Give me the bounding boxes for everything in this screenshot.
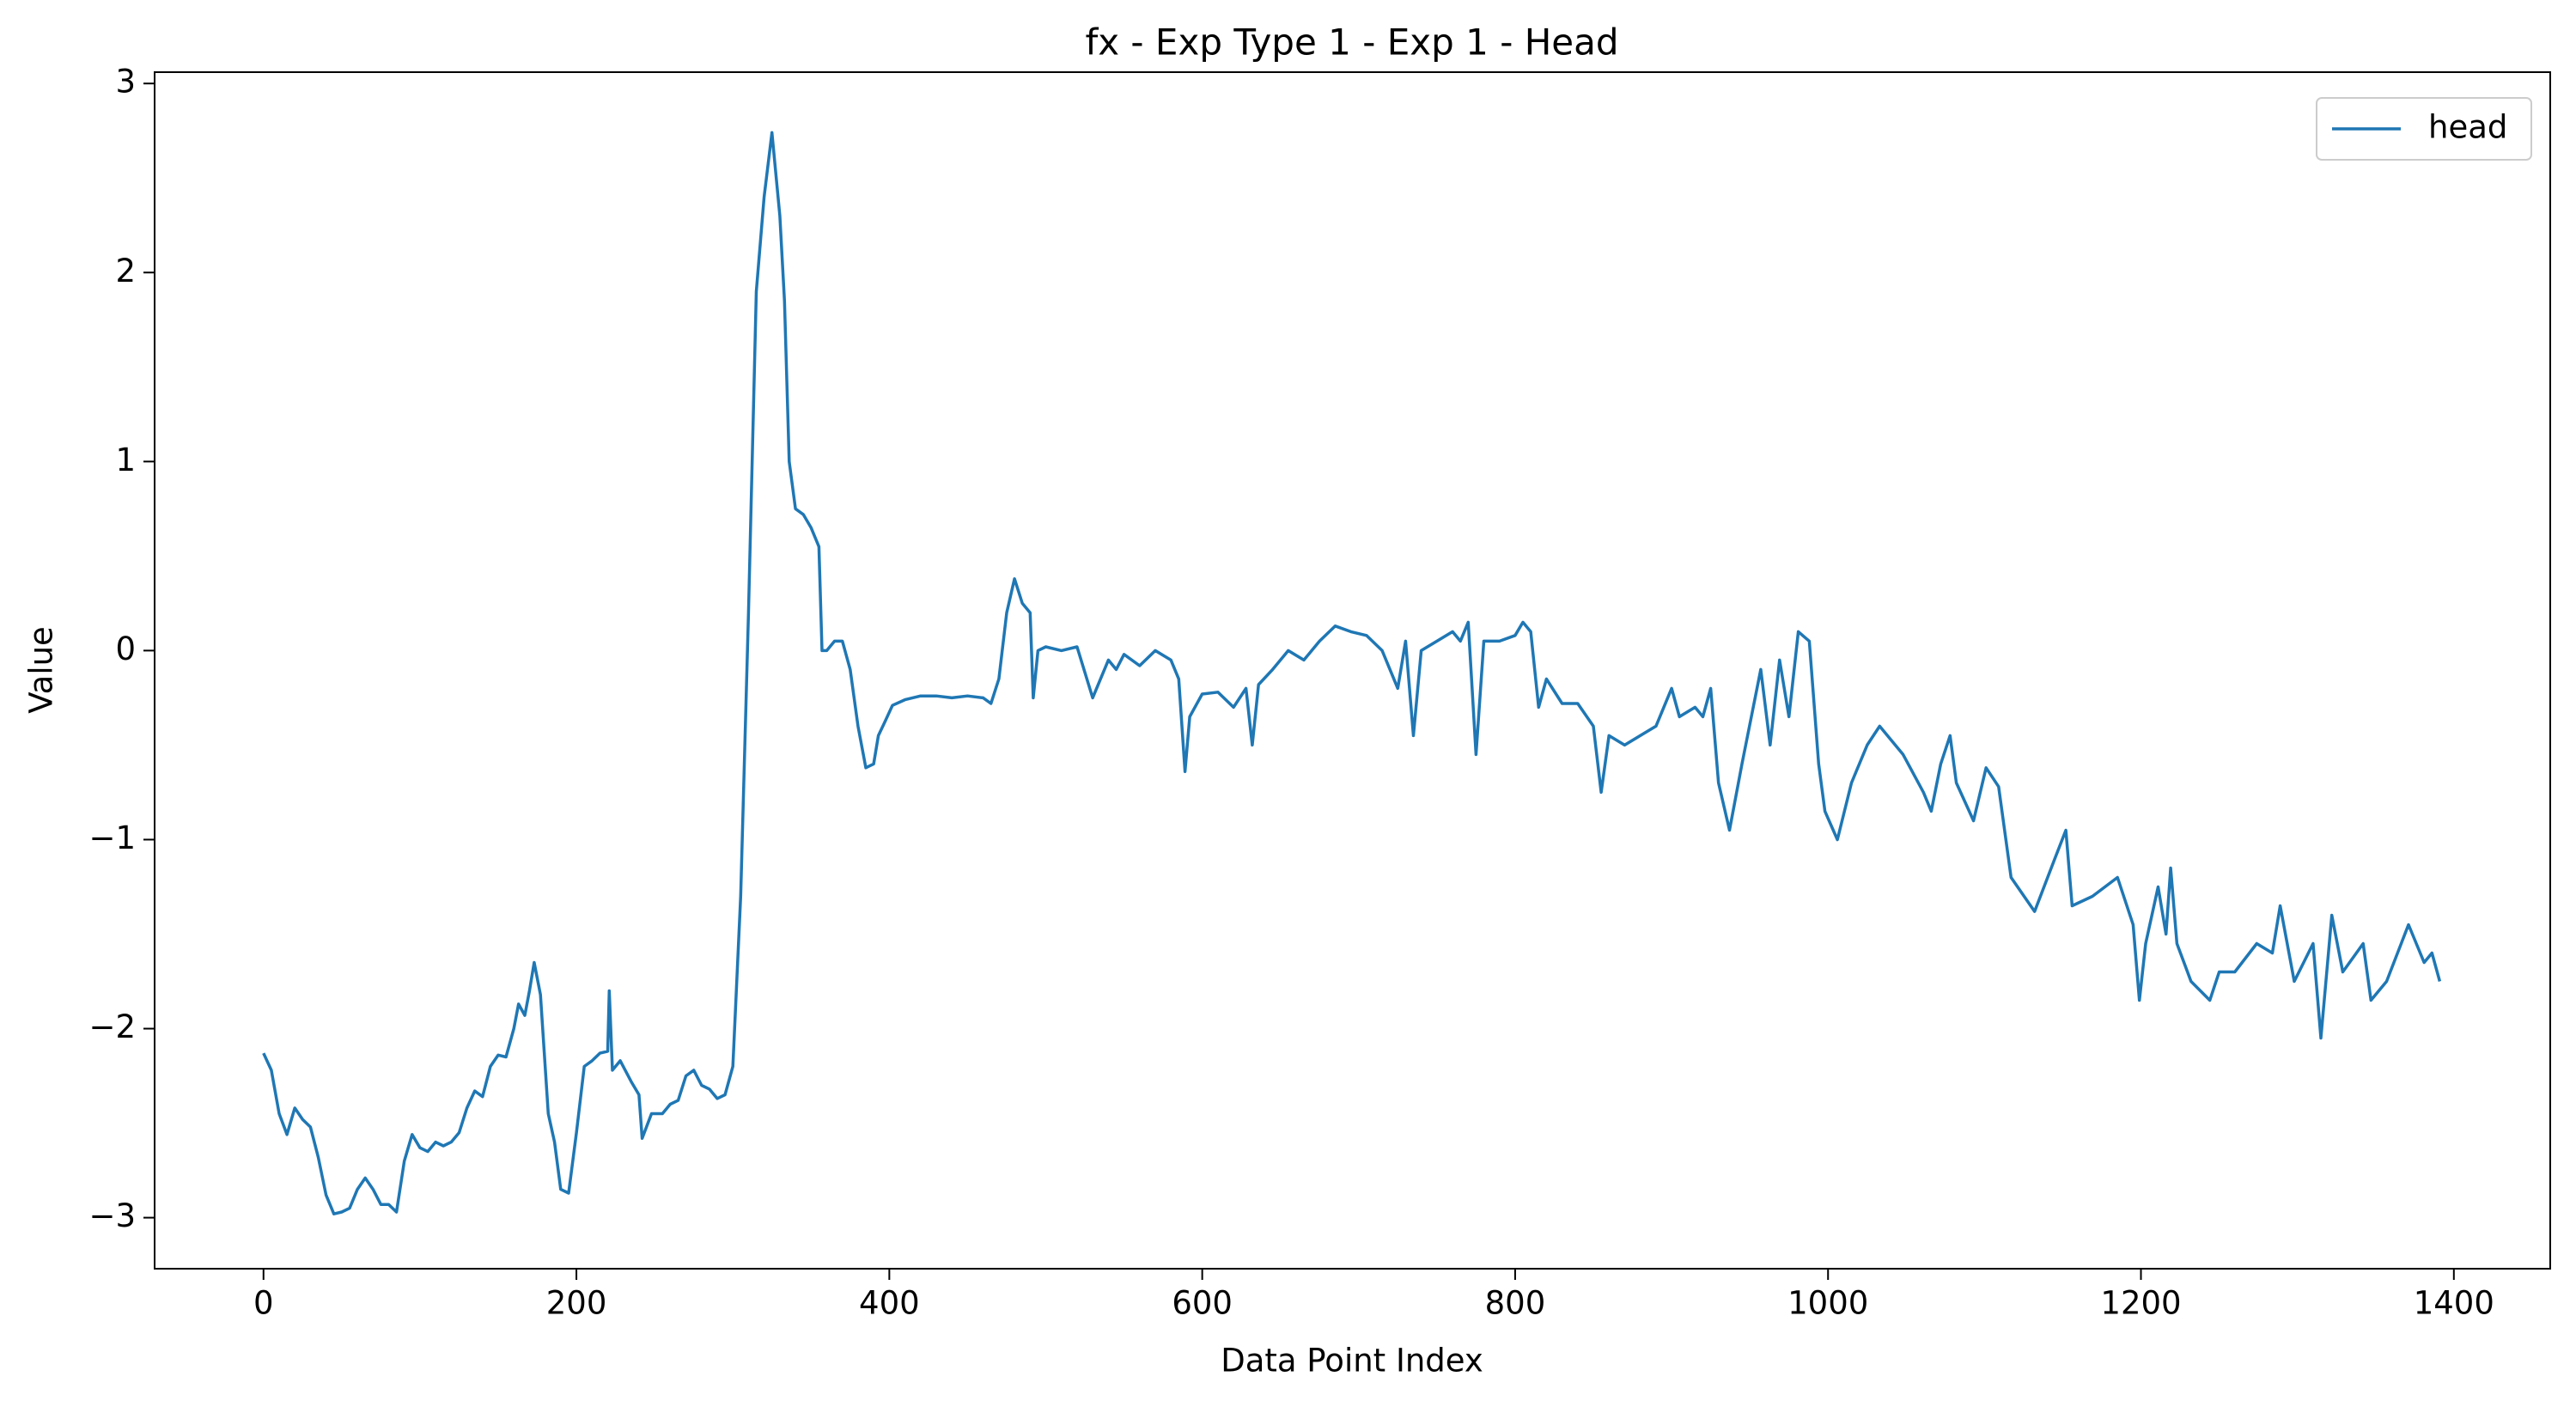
plot-frame (154, 71, 2551, 1270)
x-tick-label: 1200 (2100, 1285, 2181, 1322)
x-tick-label: 1400 (2414, 1285, 2494, 1322)
x-tick-label: 1000 (1787, 1285, 1868, 1322)
y-axis-label: Value (23, 626, 60, 714)
data-line (262, 131, 2442, 1215)
y-tick-label: −3 (88, 1197, 136, 1234)
x-tick-label: 0 (253, 1285, 274, 1322)
y-tick-label: 1 (115, 442, 136, 478)
x-tick-label: 200 (546, 1285, 607, 1322)
y-tick-label: −2 (88, 1008, 136, 1045)
x-axis-label: Data Point Index (1221, 1343, 1483, 1380)
legend-box (2316, 97, 2532, 161)
y-tick-label: −1 (88, 819, 136, 856)
y-tick-label: 0 (115, 630, 136, 667)
x-tick-label: 600 (1172, 1285, 1233, 1322)
chart-title: fx - Exp Type 1 - Exp 1 - Head (1085, 21, 1618, 64)
legend-label: head (2428, 109, 2507, 146)
y-tick-label: 3 (115, 64, 136, 100)
x-tick-label: 400 (859, 1285, 920, 1322)
y-tick-label: 2 (115, 253, 136, 289)
x-tick-label: 800 (1485, 1285, 1546, 1322)
